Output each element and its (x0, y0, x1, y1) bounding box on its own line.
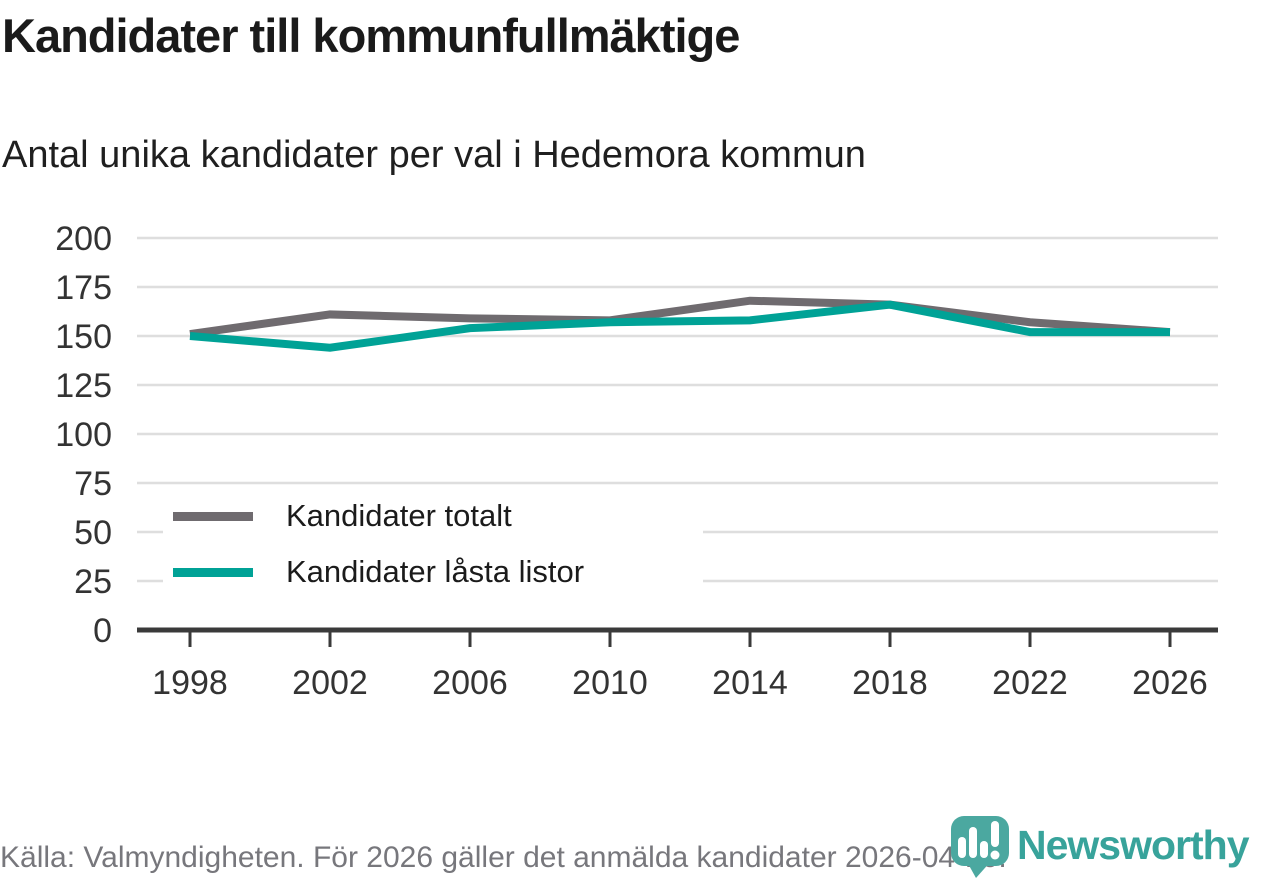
axis-tick-labels: 0 25 50 75 100 125 150 175 200 1998 2002 2006 2010 20… (55, 220, 1208, 702)
gridlines (137, 236, 1218, 583)
series-line-locked-lists (189, 300, 1170, 352)
x-tick-label: 2026 (1132, 664, 1208, 702)
chart-subtitle: Antal unika kandidater per val i Hedemor… (2, 134, 866, 176)
legend-label-total: Kandidater totalt (286, 498, 512, 533)
chart-title: Kandidater till kommunfullmäktige (2, 9, 740, 62)
legend-swatch-locked-lists (173, 567, 253, 577)
legend-item-total: Kandidater totalt (163, 488, 703, 544)
legend-item-locked-lists: Kandidater låsta listor (163, 544, 703, 600)
y-tick-label: 100 (55, 416, 112, 454)
y-tick-label: 125 (55, 367, 112, 405)
x-tick-label: 2010 (572, 664, 648, 702)
legend-label-locked-lists: Kandidater låsta listor (286, 554, 585, 589)
x-tick-label: 2006 (432, 664, 508, 702)
chart-legend: Kandidater totalt Kandidater låsta listo… (163, 488, 703, 600)
x-tick-label: 2002 (292, 664, 368, 702)
series-line-total (189, 296, 1171, 339)
x-axis (137, 627, 1218, 647)
y-tick-label: 50 (74, 514, 112, 552)
x-tick-label: 2014 (712, 664, 788, 702)
y-tick-label: 25 (74, 563, 112, 601)
newsworthy-wordmark: Newsworthy (1017, 822, 1249, 868)
x-tick-label: 2018 (852, 664, 928, 702)
series-lines (189, 296, 1171, 352)
y-tick-label: 75 (74, 465, 112, 503)
newsworthy-logo: Newsworthy (950, 815, 1249, 879)
source-note: Källa: Valmyndigheten. För 2026 gäller d… (0, 841, 1007, 874)
y-tick-label: 150 (55, 318, 112, 356)
y-tick-label: 175 (55, 269, 112, 307)
y-tick-label: 200 (55, 220, 112, 258)
legend-swatch-total (173, 511, 253, 521)
x-tick-label: 2022 (992, 664, 1068, 702)
x-tick-label: 1998 (152, 664, 228, 702)
bar-chart-speech-bubble-icon (951, 816, 1009, 878)
y-tick-label: 0 (93, 612, 112, 650)
